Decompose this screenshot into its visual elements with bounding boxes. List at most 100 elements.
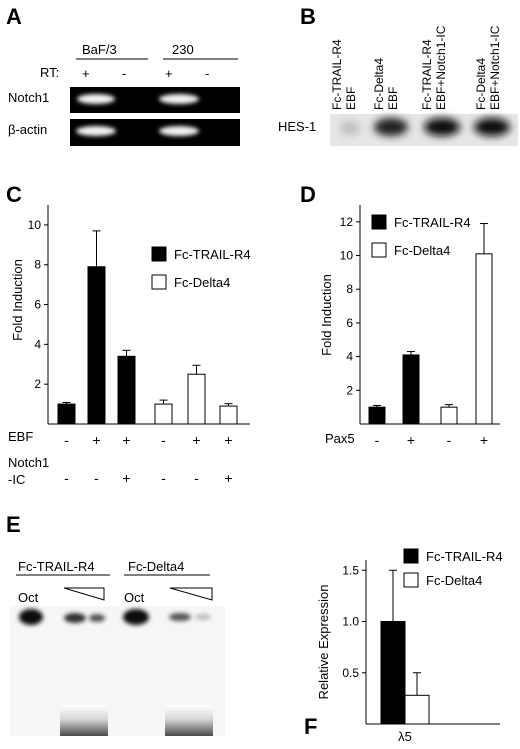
condition-sign: -	[447, 432, 452, 448]
condition-sign: +	[480, 432, 488, 448]
bar	[57, 403, 76, 425]
bar	[380, 621, 406, 725]
legend-label: Fc-TRAIL-R4	[426, 549, 503, 564]
rt-sign: -	[122, 66, 126, 81]
blot-band	[424, 118, 460, 136]
group-label-delta4: Fc-Delta4	[128, 559, 184, 574]
bar	[154, 403, 173, 425]
legend-swatch	[371, 214, 387, 230]
condition-label: Notch1	[8, 455, 49, 470]
legend-swatch	[151, 246, 167, 262]
condition-sign: -	[161, 432, 166, 448]
condition-sign: -	[375, 432, 380, 448]
titration-wedge	[63, 587, 105, 601]
lane-label: Fc-Delta4	[474, 58, 488, 110]
condition-sign: -	[161, 470, 166, 486]
y-tick-label: 4	[34, 337, 41, 351]
rt-label: RT:	[40, 65, 59, 80]
condition-label: Pax5	[325, 431, 355, 446]
free-probe-smear	[165, 705, 213, 736]
condition-sign: +	[224, 470, 232, 486]
y-tick-label: 4	[346, 350, 353, 364]
blot-band	[474, 118, 510, 136]
shift-band	[169, 613, 191, 621]
condition-sign: +	[122, 432, 130, 448]
row-label-notch1: Notch1	[8, 90, 49, 105]
bar	[87, 266, 106, 425]
gel-band	[76, 126, 116, 136]
condition-label: -IC	[8, 472, 25, 487]
y-tick-label: 6	[346, 316, 353, 330]
panel-letter: F	[304, 714, 317, 739]
condition-sign: +	[407, 432, 415, 448]
y-tick-label: 1.0	[342, 615, 359, 629]
legend-swatch	[371, 242, 387, 258]
y-tick-label: 8	[34, 258, 41, 272]
lane-label: Fc-Delta4	[372, 58, 386, 110]
legend-label: Fc-Delta4	[174, 275, 230, 290]
gel-band	[159, 94, 199, 104]
row-label-hes1: HES-1	[278, 119, 316, 134]
free-probe-smear	[60, 705, 108, 736]
lane-label: Fc-TRAIL-R4	[330, 39, 344, 110]
rt-sign: -	[205, 66, 209, 81]
bar	[475, 253, 493, 425]
condition-sign: -	[194, 470, 199, 486]
y-axis-label: Relative Expression	[316, 585, 331, 700]
chart-c: C 2 4 6 8 10 Fold Induction Fc-TRAIL-R4 Fc-Delta…	[6, 182, 251, 487]
y-tick-label: 1.5	[342, 563, 359, 577]
legend-swatch	[403, 548, 419, 564]
bar	[404, 694, 430, 725]
chart-f: F 0.5 1.0 1.5 Relative Expression Fc-TRAIL-R4…	[304, 548, 503, 744]
gel-band	[159, 126, 199, 136]
rt-sign: +	[165, 66, 173, 81]
condition-sign: +	[224, 432, 232, 448]
shift-band	[19, 609, 43, 625]
lane-label: EBF+Notch1-IC	[488, 25, 502, 110]
x-category-label: λ5	[398, 729, 412, 744]
bar	[402, 354, 420, 425]
condition-label: EBF	[8, 429, 33, 444]
panel-letter-a: A	[6, 4, 22, 29]
y-tick-label: 8	[346, 282, 353, 296]
condition-sign: +	[92, 432, 100, 448]
bar	[187, 373, 206, 425]
condition-sign: +	[122, 470, 130, 486]
lane-label: EBF	[344, 87, 358, 110]
bar	[440, 406, 458, 425]
condition-sign: -	[64, 470, 69, 486]
y-tick-label: 10	[28, 218, 42, 232]
panel-letter: C	[6, 182, 22, 207]
y-tick-label: 2	[34, 377, 41, 391]
y-tick-label: 2	[346, 383, 353, 397]
condition-sign: -	[64, 432, 69, 448]
shift-band	[89, 614, 105, 622]
y-tick-label: 12	[340, 215, 354, 229]
oct-label: Oct	[18, 590, 39, 605]
y-tick-label: 0.5	[342, 666, 359, 680]
y-axis-label: Fold Induction	[10, 259, 25, 341]
legend-label: Fc-Delta4	[426, 573, 482, 588]
bar	[117, 355, 136, 425]
group-label-baf3: BaF/3	[82, 42, 117, 57]
group-label-230: 230	[172, 42, 194, 57]
chart-d: D 2 4 6 8 10 12 Fold Induction Fc-TRAIL-R4 Fc-Del…	[300, 182, 500, 448]
panel-letter: D	[300, 182, 316, 207]
condition-sign: +	[192, 432, 200, 448]
gel-band	[77, 94, 115, 104]
oct-label: Oct	[124, 590, 145, 605]
shift-band	[64, 613, 86, 623]
y-tick-label: 10	[340, 249, 354, 263]
row-label-beta-actin: β-actin	[8, 122, 47, 137]
lane-label: EBF+Notch1-IC	[434, 25, 448, 110]
legend-swatch	[403, 572, 419, 588]
legend-label: Fc-TRAIL-R4	[174, 247, 251, 262]
panel-letter-b: B	[300, 4, 316, 29]
bar	[368, 406, 386, 425]
blot-band	[374, 118, 408, 136]
lane-label: Fc-TRAIL-R4	[420, 39, 434, 110]
shift-band	[195, 614, 211, 620]
legend-label: Fc-TRAIL-R4	[394, 215, 471, 230]
